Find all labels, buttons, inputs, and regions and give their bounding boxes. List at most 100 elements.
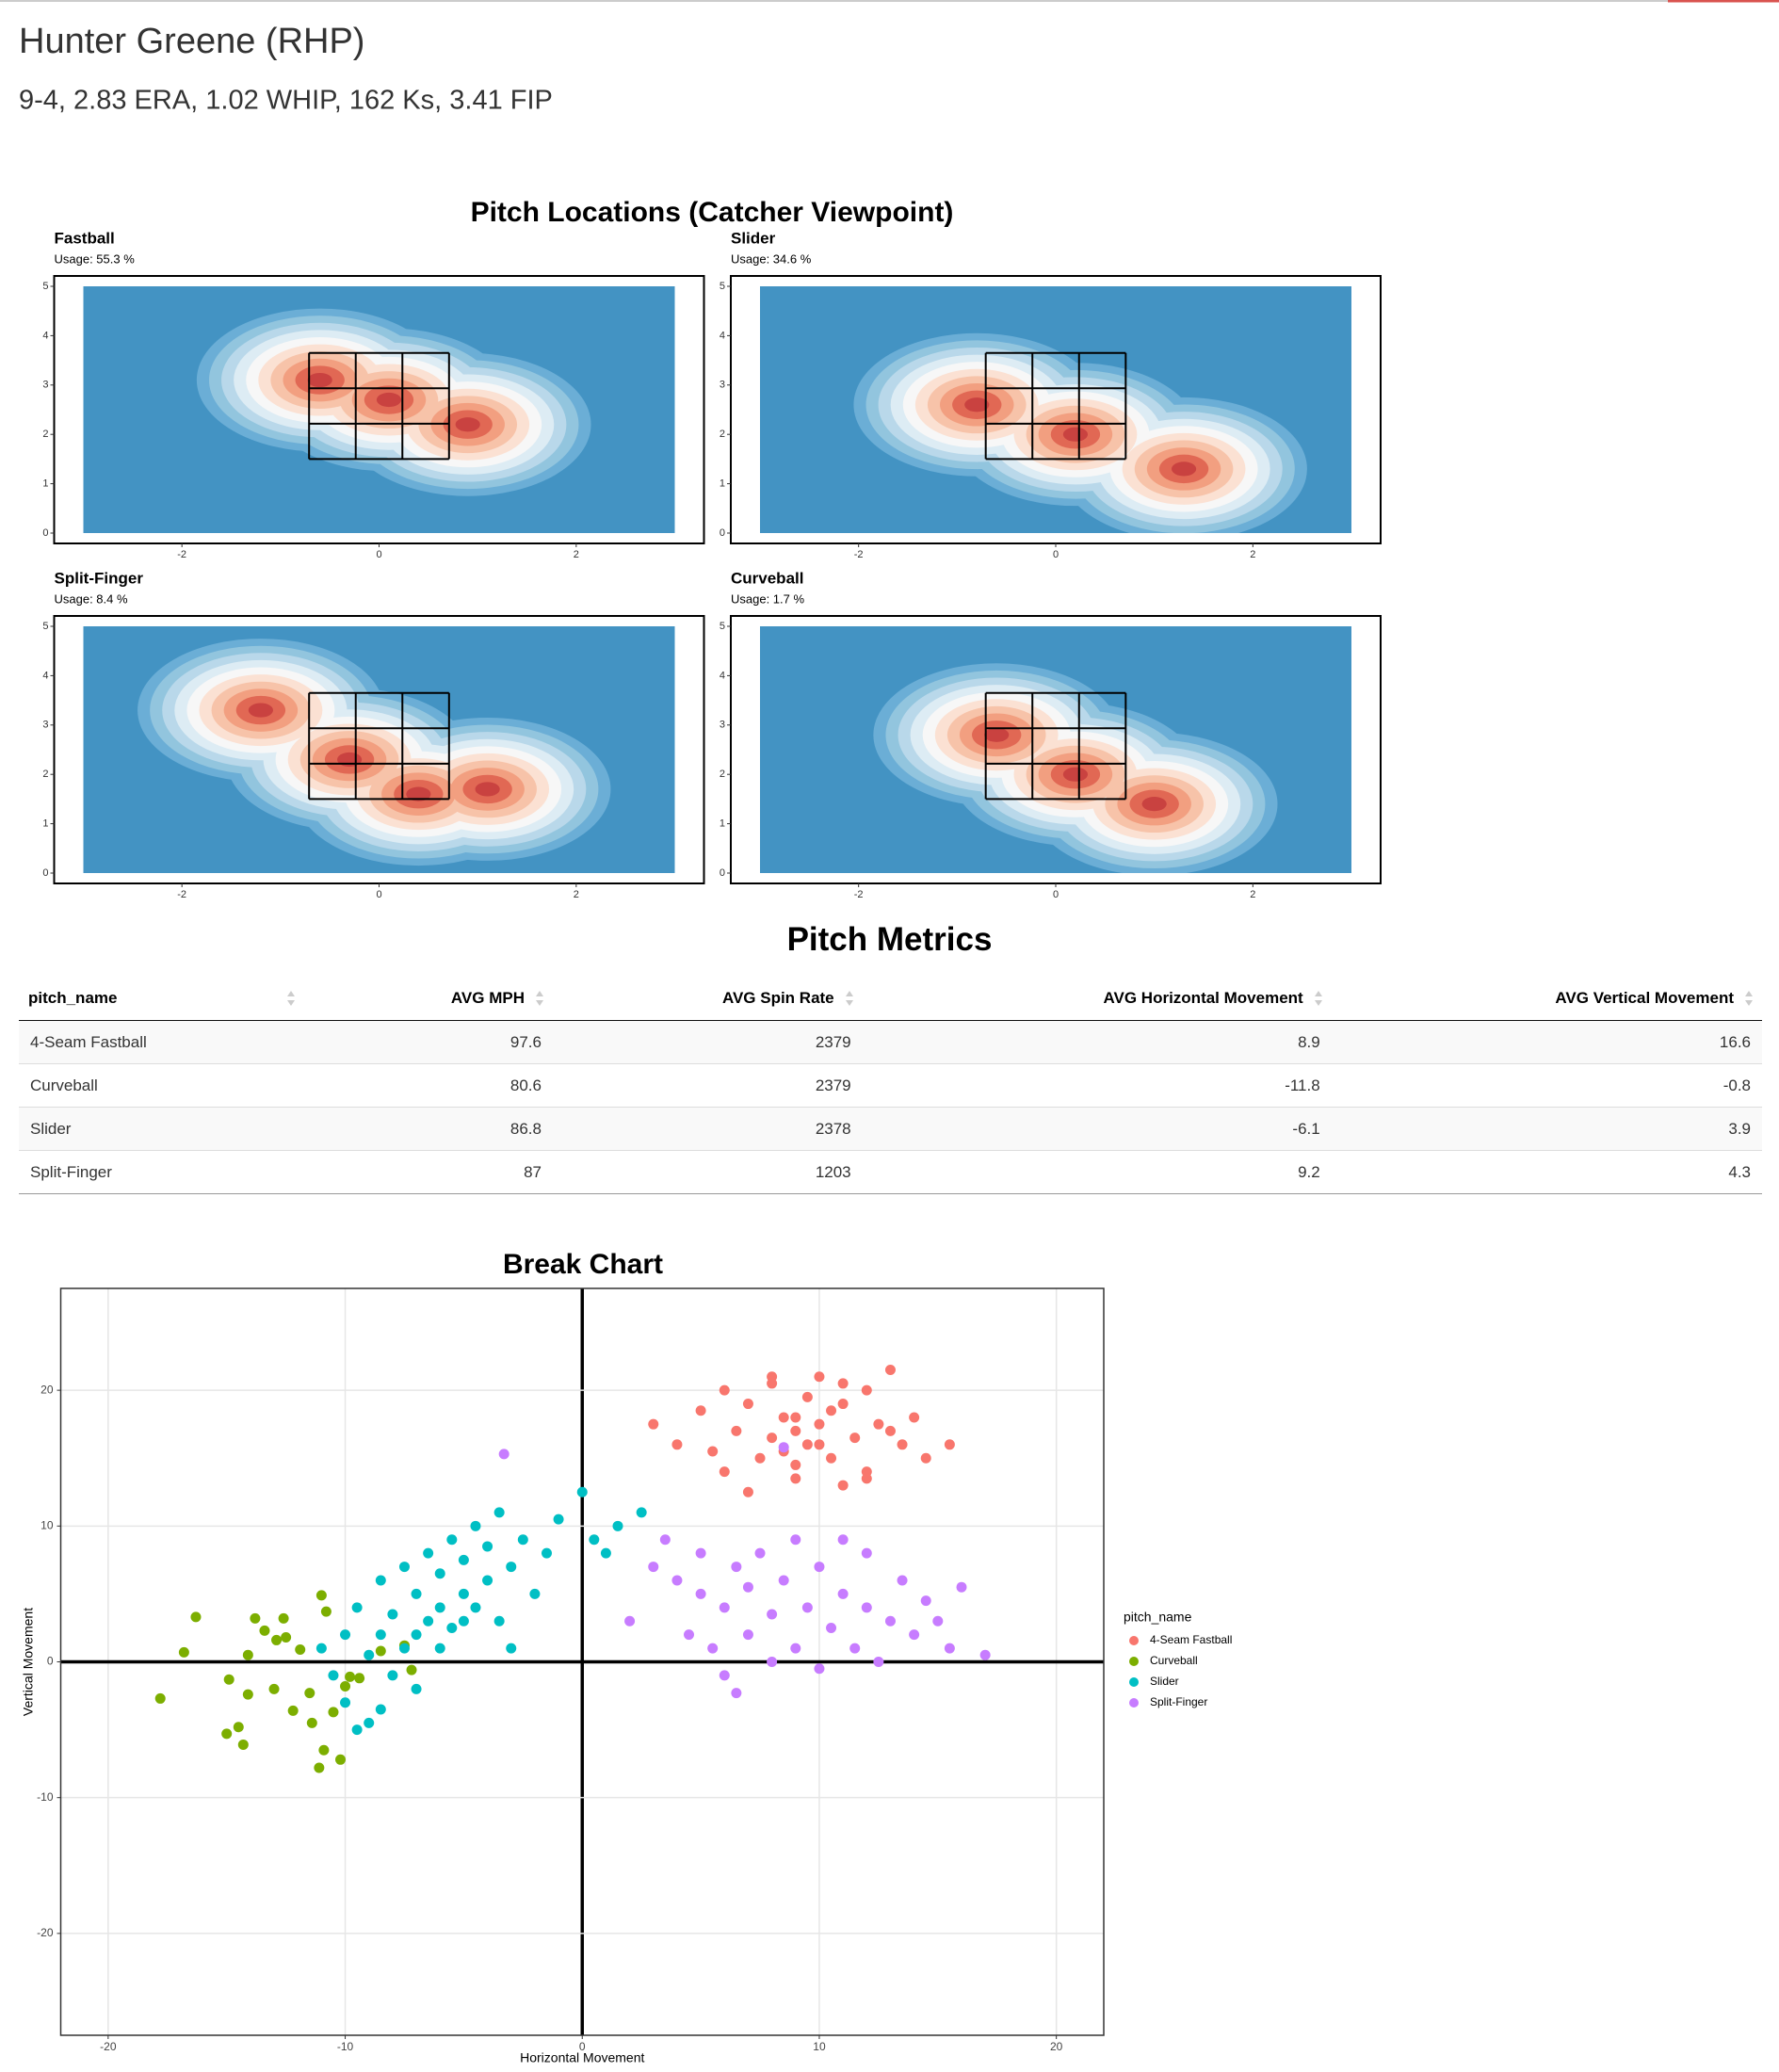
y-tick-label: 1 — [720, 478, 725, 490]
x-tick-label: 10 — [813, 2040, 826, 2053]
density-contour — [376, 392, 402, 408]
sort-icon[interactable] — [287, 991, 296, 1006]
x-tick-label: 0 — [1053, 549, 1059, 560]
point — [318, 1744, 330, 1756]
point — [306, 1717, 317, 1728]
y-tick-label: 10 — [40, 1518, 54, 1531]
point — [873, 1657, 884, 1667]
x-tick-label: -2 — [854, 889, 864, 900]
column-header[interactable]: pitch_name — [19, 976, 305, 1021]
point — [190, 1611, 202, 1623]
legend-swatch — [1129, 1677, 1139, 1687]
point — [340, 1629, 351, 1641]
point — [671, 1439, 683, 1450]
point — [897, 1575, 908, 1586]
legend-label: 4-Seam Fastball — [1150, 1633, 1232, 1646]
density-contour — [984, 727, 1010, 742]
point — [801, 1602, 813, 1613]
point — [956, 1581, 967, 1593]
point — [470, 1520, 481, 1531]
point — [873, 1418, 884, 1430]
point — [814, 1562, 825, 1573]
table-cell: -6.1 — [862, 1107, 1332, 1151]
point — [250, 1612, 261, 1624]
density-contour — [455, 417, 480, 432]
point — [695, 1547, 706, 1559]
point — [671, 1575, 683, 1586]
point — [731, 1425, 742, 1436]
point — [154, 1692, 166, 1704]
point — [778, 1442, 789, 1453]
point — [778, 1575, 789, 1586]
point — [434, 1643, 445, 1654]
y-tick-label: 3 — [720, 380, 725, 391]
point — [529, 1588, 541, 1599]
x-tick-label: 0 — [376, 549, 381, 560]
sort-icon[interactable] — [1314, 991, 1322, 1006]
table-row: 4-Seam Fastball 97.6 2379 8.9 16.6 — [19, 1020, 1762, 1064]
point — [849, 1433, 861, 1444]
sort-icon[interactable] — [1745, 991, 1753, 1006]
column-header[interactable]: AVG MPH — [304, 976, 553, 1021]
table-cell: 1203 — [552, 1150, 863, 1194]
table-cell: 4.3 — [1331, 1150, 1762, 1194]
point — [281, 1632, 292, 1643]
point — [482, 1575, 493, 1586]
point — [434, 1568, 445, 1579]
point — [493, 1507, 505, 1518]
point — [754, 1547, 766, 1559]
table-cell: 16.6 — [1331, 1020, 1762, 1064]
sort-icon[interactable] — [845, 991, 853, 1006]
point — [541, 1547, 552, 1559]
table-cell: 87 — [304, 1150, 553, 1194]
point — [636, 1507, 647, 1518]
point — [707, 1446, 719, 1457]
table-cell: 2379 — [552, 1020, 863, 1064]
point — [909, 1629, 920, 1641]
point — [221, 1728, 233, 1740]
legend-label: Split-Finger — [1150, 1695, 1207, 1708]
point — [932, 1615, 944, 1627]
point — [315, 1590, 327, 1601]
point — [861, 1473, 872, 1484]
point — [178, 1646, 189, 1658]
point — [340, 1697, 351, 1708]
x-axis-label: Horizontal Movement — [520, 2050, 644, 2065]
point — [742, 1399, 753, 1410]
point — [375, 1629, 386, 1641]
point — [506, 1643, 517, 1654]
point — [731, 1688, 742, 1699]
point — [295, 1644, 306, 1656]
metrics-table: pitch_name AVG MPH AVG Spin Rate AVG Horizo… — [19, 976, 1762, 1194]
plot-frame — [59, 1287, 1105, 2036]
point — [423, 1547, 434, 1559]
table-cell: 9.2 — [862, 1150, 1332, 1194]
chart-title: Break Chart — [503, 1249, 663, 1280]
y-tick-label: 5 — [42, 621, 48, 632]
point — [351, 1724, 363, 1736]
y-tick-label: 5 — [720, 621, 725, 632]
density-contour — [307, 372, 332, 388]
y-tick-label: 1 — [42, 818, 48, 830]
table-cell: 80.6 — [304, 1063, 553, 1108]
table-cell: 2378 — [552, 1107, 863, 1151]
column-header[interactable]: AVG Vertical Movement — [1331, 976, 1762, 1021]
point — [600, 1547, 611, 1559]
point — [271, 1634, 283, 1645]
point — [458, 1554, 469, 1565]
point — [719, 1602, 730, 1613]
sort-icon[interactable] — [535, 991, 543, 1006]
panel-subtitle: Usage: 34.6 % — [731, 251, 812, 266]
y-tick-label: 20 — [40, 1383, 54, 1396]
point — [884, 1615, 896, 1627]
x-tick-label: -2 — [177, 889, 186, 900]
y-tick-label: 4 — [720, 330, 725, 341]
density-plot — [760, 286, 1351, 533]
point — [411, 1588, 422, 1599]
y-tick-label: 3 — [720, 720, 725, 731]
table-cell: -0.8 — [1331, 1063, 1762, 1108]
column-header[interactable]: AVG Spin Rate — [552, 976, 863, 1021]
point — [589, 1534, 600, 1546]
column-header[interactable]: AVG Horizontal Movement — [862, 976, 1332, 1021]
